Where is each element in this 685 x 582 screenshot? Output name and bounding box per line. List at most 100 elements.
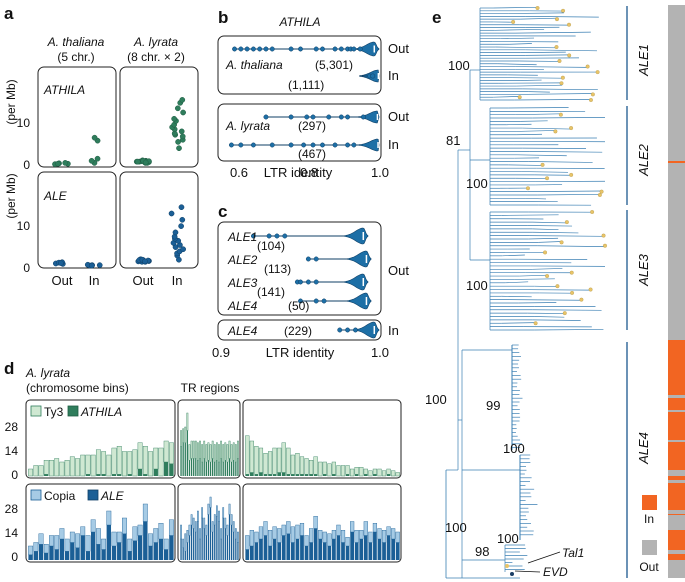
bar-dark [304,546,309,560]
scatter-point [179,216,186,223]
panel-c-in-family: ALE4 [227,324,258,338]
panel-c-xtick-0.9: 0.9 [212,345,230,360]
bar-light [163,538,169,550]
bar-light [309,528,314,543]
bar-light [54,458,60,477]
bar-dark [300,535,304,560]
tree-tip-marker [540,162,545,167]
bar-light [33,465,39,477]
tree-branch [529,235,604,237]
bar-light [54,535,60,550]
violin-outlier [263,114,269,120]
bar-dark [354,542,359,560]
panel-c-box-in [217,319,382,341]
bar-dark [186,430,189,476]
bar-dark [207,514,210,560]
tree-branch [520,51,566,53]
bar-light [201,444,203,463]
legend-swatch-out [642,540,657,555]
tree-tip-marker [559,240,564,245]
violin-outlier [357,46,363,52]
clade-label-ale4: ALE4 [636,432,651,465]
bar-light [224,442,227,461]
panel-a-box-tr [119,66,199,168]
bar-dark [218,462,220,476]
bar-light [345,465,350,475]
bar-dark [359,539,364,560]
bar-dark [226,462,229,476]
bar-dark [182,547,184,560]
bar-dark [199,539,201,560]
panel-a-col2-species: A. lyrata [133,35,178,49]
panel-c-box-out [217,221,382,316]
tree-branch [527,190,602,192]
bar-light [350,468,355,477]
bar-light [207,442,210,461]
panel-d-box-bottom-tr [177,483,241,563]
tree-branch [520,17,557,20]
scatter-point [178,223,184,229]
tree-branch [528,237,559,240]
bar-dark [28,554,33,560]
panel-b-box-bottom [217,103,382,162]
bar-light [318,530,323,540]
bar-light [80,454,86,477]
bar-dark [180,539,182,560]
bar-dark [33,551,39,560]
violin-outlier [263,46,269,52]
tip-label-evd: EVD [543,565,568,579]
bar-dark [85,474,91,476]
panel-label-b: b [218,8,228,27]
bar-light [80,526,86,536]
bar-dark [286,533,291,560]
bar-light [222,507,225,519]
bar-light [43,544,49,554]
bar-dark [216,460,218,476]
bar-light [359,530,364,540]
bar-dark [345,474,350,476]
bar-light [220,528,222,540]
tree-branch [493,96,520,98]
bar-light [230,514,233,526]
tree-branch [508,107,569,109]
bar-light [188,444,191,461]
bar-dark [199,458,201,476]
bar-dark [341,542,345,560]
panel-a-xtick-in-2: In [172,273,183,288]
panel-d-box-bottom-right [242,483,402,563]
panel-a-box-bl [37,171,117,269]
bar-light [245,535,250,550]
legend-label-copia: Copia [44,489,76,503]
phylogenetic-tree [445,6,607,579]
bar-light [258,447,264,473]
violin-outlier [238,142,244,148]
panel-a-xtick-in-1: In [89,273,100,288]
tree-branch [525,16,599,18]
bar-light [116,531,122,543]
bar-dark [286,474,291,476]
panel-b: ATHILA A. thaliana (5,301) (1,111) A. ly… [217,15,409,180]
panel-d-species: A. lyrata [25,366,70,380]
bar-light [59,461,65,477]
bar-dark [228,458,231,476]
panel-a-ytick-top-0: 0 [23,158,30,172]
bar-light [111,531,117,547]
bar-light [142,446,148,475]
bar-light [277,528,282,543]
bar-dark [184,551,186,560]
violin-outlier [232,46,238,52]
tree-branch [495,46,557,49]
bar-dark [245,474,250,476]
bar-dark [295,474,300,476]
violin-outlier [313,46,319,52]
bar-light [395,531,400,543]
panel-b-row-out-2: Out [388,109,409,124]
bar-light [69,531,75,543]
bar-light [230,444,233,463]
bar-dark [373,532,377,560]
bar-light [226,524,229,536]
bar-light [205,524,208,536]
violin-outlier [313,256,319,262]
bar-dark [259,539,263,560]
